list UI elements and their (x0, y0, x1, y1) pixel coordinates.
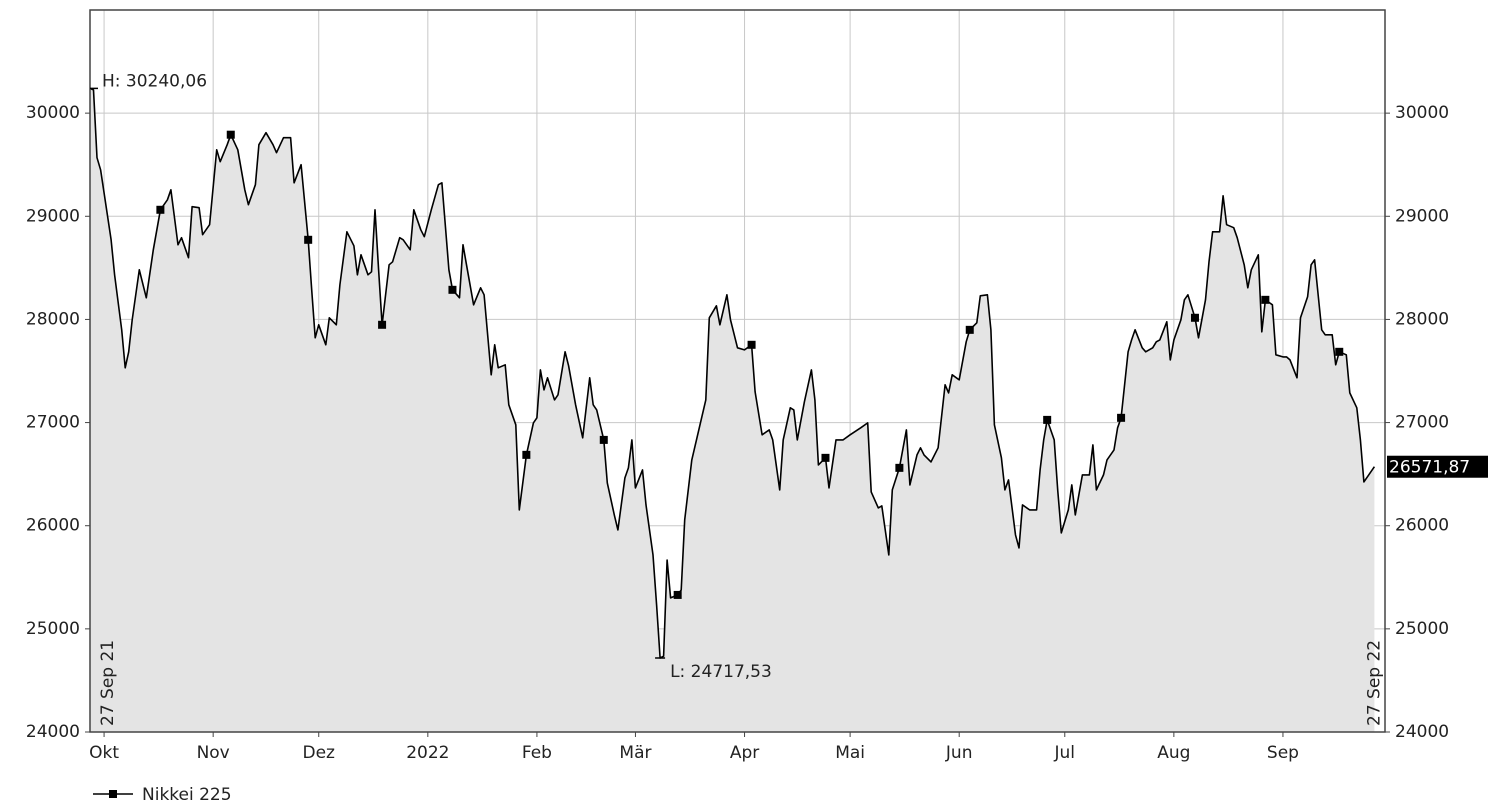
x-tick-label: Nov (197, 743, 230, 763)
x-tick-label: Okt (89, 743, 119, 763)
line-marker (673, 590, 682, 599)
plot-frame (89, 9, 1386, 733)
y2-tick-label: 30000 (1395, 103, 1449, 123)
line-marker (522, 450, 531, 459)
line-marker (1335, 347, 1344, 356)
y-tick-label: 29000 (26, 206, 80, 226)
y2-tick-label: 24000 (1395, 722, 1449, 742)
line-marker (378, 320, 387, 329)
y-tick-label: 28000 (26, 309, 80, 329)
x-tick-label: Jun (945, 743, 973, 763)
line-marker (448, 285, 457, 294)
x-tick-label: Mai (835, 743, 865, 763)
line-marker (599, 435, 608, 444)
legend-marker (109, 790, 117, 798)
line-marker (1043, 415, 1052, 424)
line-marker (304, 235, 313, 244)
line-marker (821, 453, 830, 462)
area (90, 88, 1375, 732)
y-tick-label: 24000 (26, 722, 80, 742)
line-marker (965, 325, 974, 334)
low-label: L: 24717,53 (670, 662, 772, 682)
x-tick-label: Dez (302, 743, 335, 763)
last-value-box (1387, 455, 1488, 478)
labels: 24000 25000 26000 27000 28000 29000 30000 24000… (26, 71, 1488, 763)
x-tick-label: Apr (730, 743, 759, 763)
high-label: H: 30240,06 (102, 71, 207, 91)
y2-tick-label: 29000 (1395, 206, 1449, 226)
line-marker (1117, 413, 1126, 422)
y-tick-label: 27000 (26, 413, 80, 433)
x-tick-label: Jul (1054, 743, 1076, 763)
line-marker (747, 340, 756, 349)
y2-tick-label: 26000 (1395, 516, 1449, 536)
line (89, 87, 1376, 659)
marks (89, 87, 1376, 732)
x-tick-label: Feb (522, 743, 552, 763)
x-tick-label: 2022 (406, 743, 449, 763)
start-date-label: 27 Sep 21 (98, 640, 118, 726)
last-value-label: 26571,87 (1389, 458, 1470, 478)
y2-tick-label: 27000 (1395, 413, 1449, 433)
y2-tick-label: 25000 (1395, 619, 1449, 639)
line-marker (1190, 313, 1199, 322)
legend-label: Nikkei 225 (142, 785, 232, 805)
y-tick-label: 25000 (26, 619, 80, 639)
y-tick-label: 30000 (26, 103, 80, 123)
y-tick-label: 26000 (26, 516, 80, 536)
line-marker (1261, 295, 1270, 304)
x-tick-label: Aug (1157, 743, 1190, 763)
line-marker (226, 130, 235, 139)
x-tick-label: Mär (619, 743, 651, 763)
end-date-label: 27 Sep 22 (1364, 640, 1384, 726)
line-marker (156, 205, 165, 214)
x-tick-label: Sep (1267, 743, 1299, 763)
line-marker (895, 463, 904, 472)
y2-tick-label: 28000 (1395, 309, 1449, 329)
